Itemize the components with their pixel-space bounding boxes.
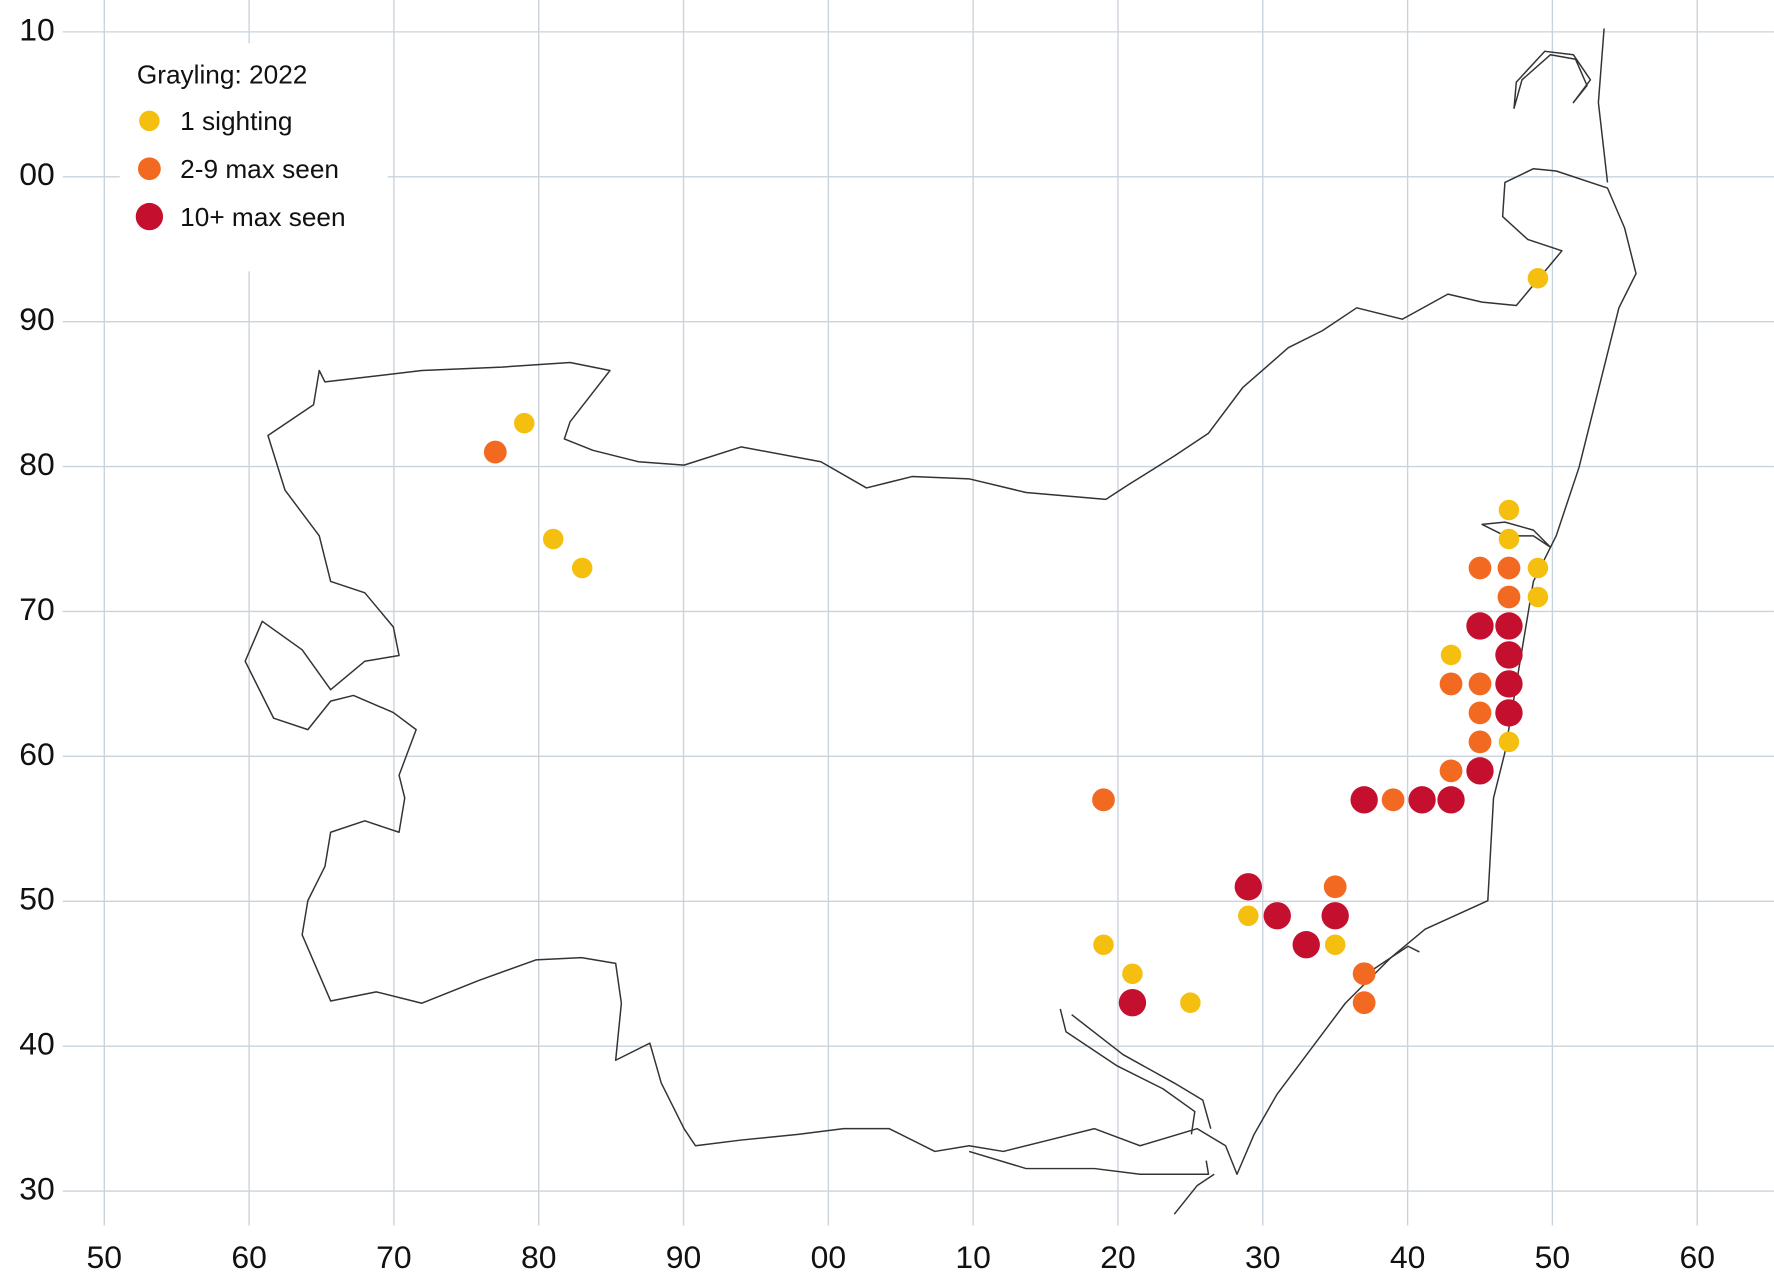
y-tick-label: 40 bbox=[19, 1026, 55, 1062]
record-dot bbox=[1263, 902, 1291, 930]
x-tick-label: 70 bbox=[376, 1239, 412, 1275]
record-dot bbox=[1466, 612, 1494, 640]
record-dot bbox=[483, 440, 507, 464]
x-tick-label: 00 bbox=[811, 1239, 847, 1275]
record-dot bbox=[1468, 730, 1492, 754]
y-tick-label: 30 bbox=[19, 1170, 55, 1206]
coast-north bbox=[1513, 28, 1609, 183]
record-dot bbox=[1497, 585, 1521, 609]
record-dot bbox=[1498, 528, 1520, 550]
legend-marker bbox=[135, 202, 164, 231]
record-dot bbox=[1321, 902, 1349, 930]
y-tick-label: 00 bbox=[19, 156, 55, 192]
estuary bbox=[968, 521, 1552, 1215]
record-dot bbox=[1439, 672, 1463, 696]
x-tick-label: 90 bbox=[666, 1239, 702, 1275]
record-dot bbox=[1092, 788, 1115, 812]
record-dot bbox=[1093, 934, 1114, 955]
record-dot bbox=[1292, 931, 1320, 959]
legend-title: Grayling: 2022 bbox=[137, 59, 308, 89]
record-dot bbox=[1437, 786, 1465, 814]
county-outline bbox=[244, 167, 1637, 1175]
record-dot bbox=[1495, 699, 1523, 727]
x-tick-label: 20 bbox=[1100, 1239, 1136, 1275]
x-tick-label: 50 bbox=[87, 1239, 123, 1275]
record-dot bbox=[513, 412, 535, 434]
record-dot bbox=[1180, 992, 1201, 1013]
record-dot bbox=[1352, 991, 1376, 1015]
record-dot bbox=[1495, 612, 1523, 640]
legend-label: 10+ max seen bbox=[180, 202, 345, 232]
y-tick-label: 10 bbox=[19, 11, 55, 47]
legend-label: 1 sighting bbox=[180, 106, 292, 136]
record-dot bbox=[1324, 934, 1346, 955]
x-tick-label: 60 bbox=[231, 1239, 267, 1275]
record-dot bbox=[1381, 788, 1405, 812]
record-dot bbox=[1527, 557, 1549, 579]
grid bbox=[62, 0, 1774, 1226]
x-tick-label: 30 bbox=[1245, 1239, 1281, 1275]
record-dot bbox=[1495, 641, 1523, 669]
record-dot bbox=[542, 528, 564, 550]
legend-background bbox=[119, 43, 388, 272]
record-dot bbox=[1468, 672, 1492, 696]
y-tick-label: 80 bbox=[19, 446, 55, 482]
record-dot bbox=[1527, 586, 1549, 608]
legend-marker bbox=[139, 110, 160, 132]
record-dot bbox=[1234, 873, 1262, 901]
legend-marker bbox=[137, 157, 161, 181]
record-dot bbox=[571, 557, 593, 579]
tick-labels: 50 60 70 80 90 00 10 20 30 40 50 60 10 00 90 80 70 60 50 40… bbox=[19, 11, 1715, 1275]
record-dot bbox=[1495, 670, 1523, 698]
record-dot bbox=[1350, 786, 1378, 814]
record-dot bbox=[1468, 556, 1492, 580]
record-dot bbox=[1122, 963, 1143, 984]
record-dot bbox=[1527, 267, 1549, 289]
record-dot bbox=[1238, 905, 1259, 927]
x-tick-label: 40 bbox=[1390, 1239, 1426, 1275]
record-dot bbox=[1352, 962, 1376, 986]
x-tick-label: 10 bbox=[955, 1239, 991, 1275]
y-tick-label: 50 bbox=[19, 881, 55, 917]
record-dot bbox=[1497, 556, 1521, 580]
record-dot bbox=[1498, 731, 1520, 753]
records bbox=[483, 267, 1549, 1017]
record-dot bbox=[1408, 786, 1436, 814]
record-dot bbox=[1323, 875, 1347, 899]
y-tick-label: 70 bbox=[19, 591, 55, 627]
y-tick-label: 60 bbox=[19, 736, 55, 772]
record-dot bbox=[1440, 644, 1462, 666]
outline bbox=[244, 28, 1637, 1215]
record-dot bbox=[1466, 757, 1494, 785]
record-dot bbox=[1439, 759, 1463, 783]
record-dot bbox=[1468, 701, 1492, 725]
record-dot bbox=[1498, 499, 1520, 521]
legend: Grayling: 2022 1 sighting 2-9 max seen 10+… bbox=[119, 43, 388, 272]
x-tick-label: 80 bbox=[521, 1239, 557, 1275]
x-tick-label: 50 bbox=[1535, 1239, 1571, 1275]
y-tick-label: 90 bbox=[19, 301, 55, 337]
legend-label: 2-9 max seen bbox=[180, 154, 339, 184]
record-dot bbox=[1118, 989, 1147, 1017]
x-tick-label: 60 bbox=[1679, 1239, 1715, 1275]
